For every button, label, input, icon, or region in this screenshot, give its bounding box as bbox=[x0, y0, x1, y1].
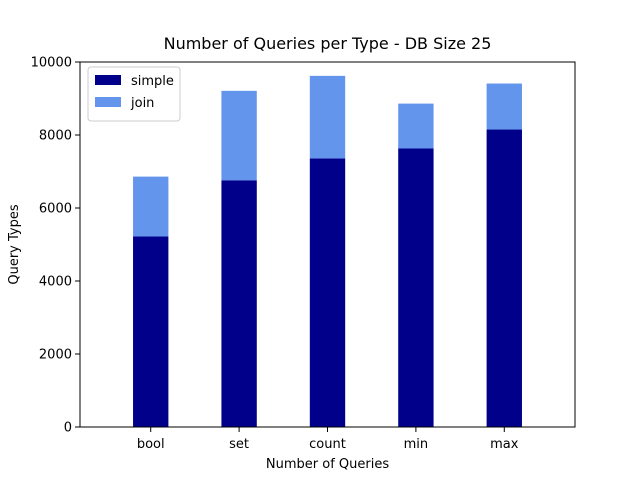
bar-simple-set bbox=[221, 180, 257, 427]
y-tick-label: 6000 bbox=[39, 202, 72, 217]
bar-simple-max bbox=[486, 129, 522, 427]
y-tick-label: 4000 bbox=[39, 275, 72, 290]
bar-simple-bool bbox=[133, 236, 169, 427]
x-tick-label: min bbox=[404, 437, 429, 452]
plot-frame bbox=[79, 61, 576, 428]
bar-join-max bbox=[486, 83, 522, 130]
legend-label-join: join bbox=[130, 96, 154, 111]
x-axis-label: Number of Queries bbox=[266, 457, 389, 472]
x-tick-label: set bbox=[229, 437, 249, 452]
bar-join-count bbox=[309, 75, 346, 159]
bar-join-bool bbox=[133, 176, 169, 237]
y-axis-label: Query Types bbox=[7, 204, 22, 284]
x-tick-label: bool bbox=[137, 437, 165, 452]
legend: simple join bbox=[87, 66, 181, 122]
plot-area: bool set count min max 0 2000 4000 6000 8000 10000 bbox=[31, 56, 522, 452]
bar-simple-min bbox=[398, 148, 434, 427]
legend-swatch-join bbox=[95, 97, 121, 107]
bar-join-set bbox=[221, 90, 257, 181]
y-tick-label: 10000 bbox=[31, 56, 72, 71]
legend-swatch-simple bbox=[95, 75, 121, 85]
y-tick-label: 2000 bbox=[39, 348, 72, 363]
x-tick-label: count bbox=[309, 437, 346, 452]
y-tick-label: 8000 bbox=[39, 129, 72, 144]
chart-title: Number of Queries per Type - DB Size 25 bbox=[164, 34, 492, 53]
x-tick-label: max bbox=[490, 437, 519, 452]
bar-simple-count bbox=[309, 158, 346, 428]
legend-label-simple: simple bbox=[131, 74, 174, 89]
y-tick-label: 0 bbox=[64, 421, 72, 436]
bar-join-min bbox=[398, 103, 434, 149]
